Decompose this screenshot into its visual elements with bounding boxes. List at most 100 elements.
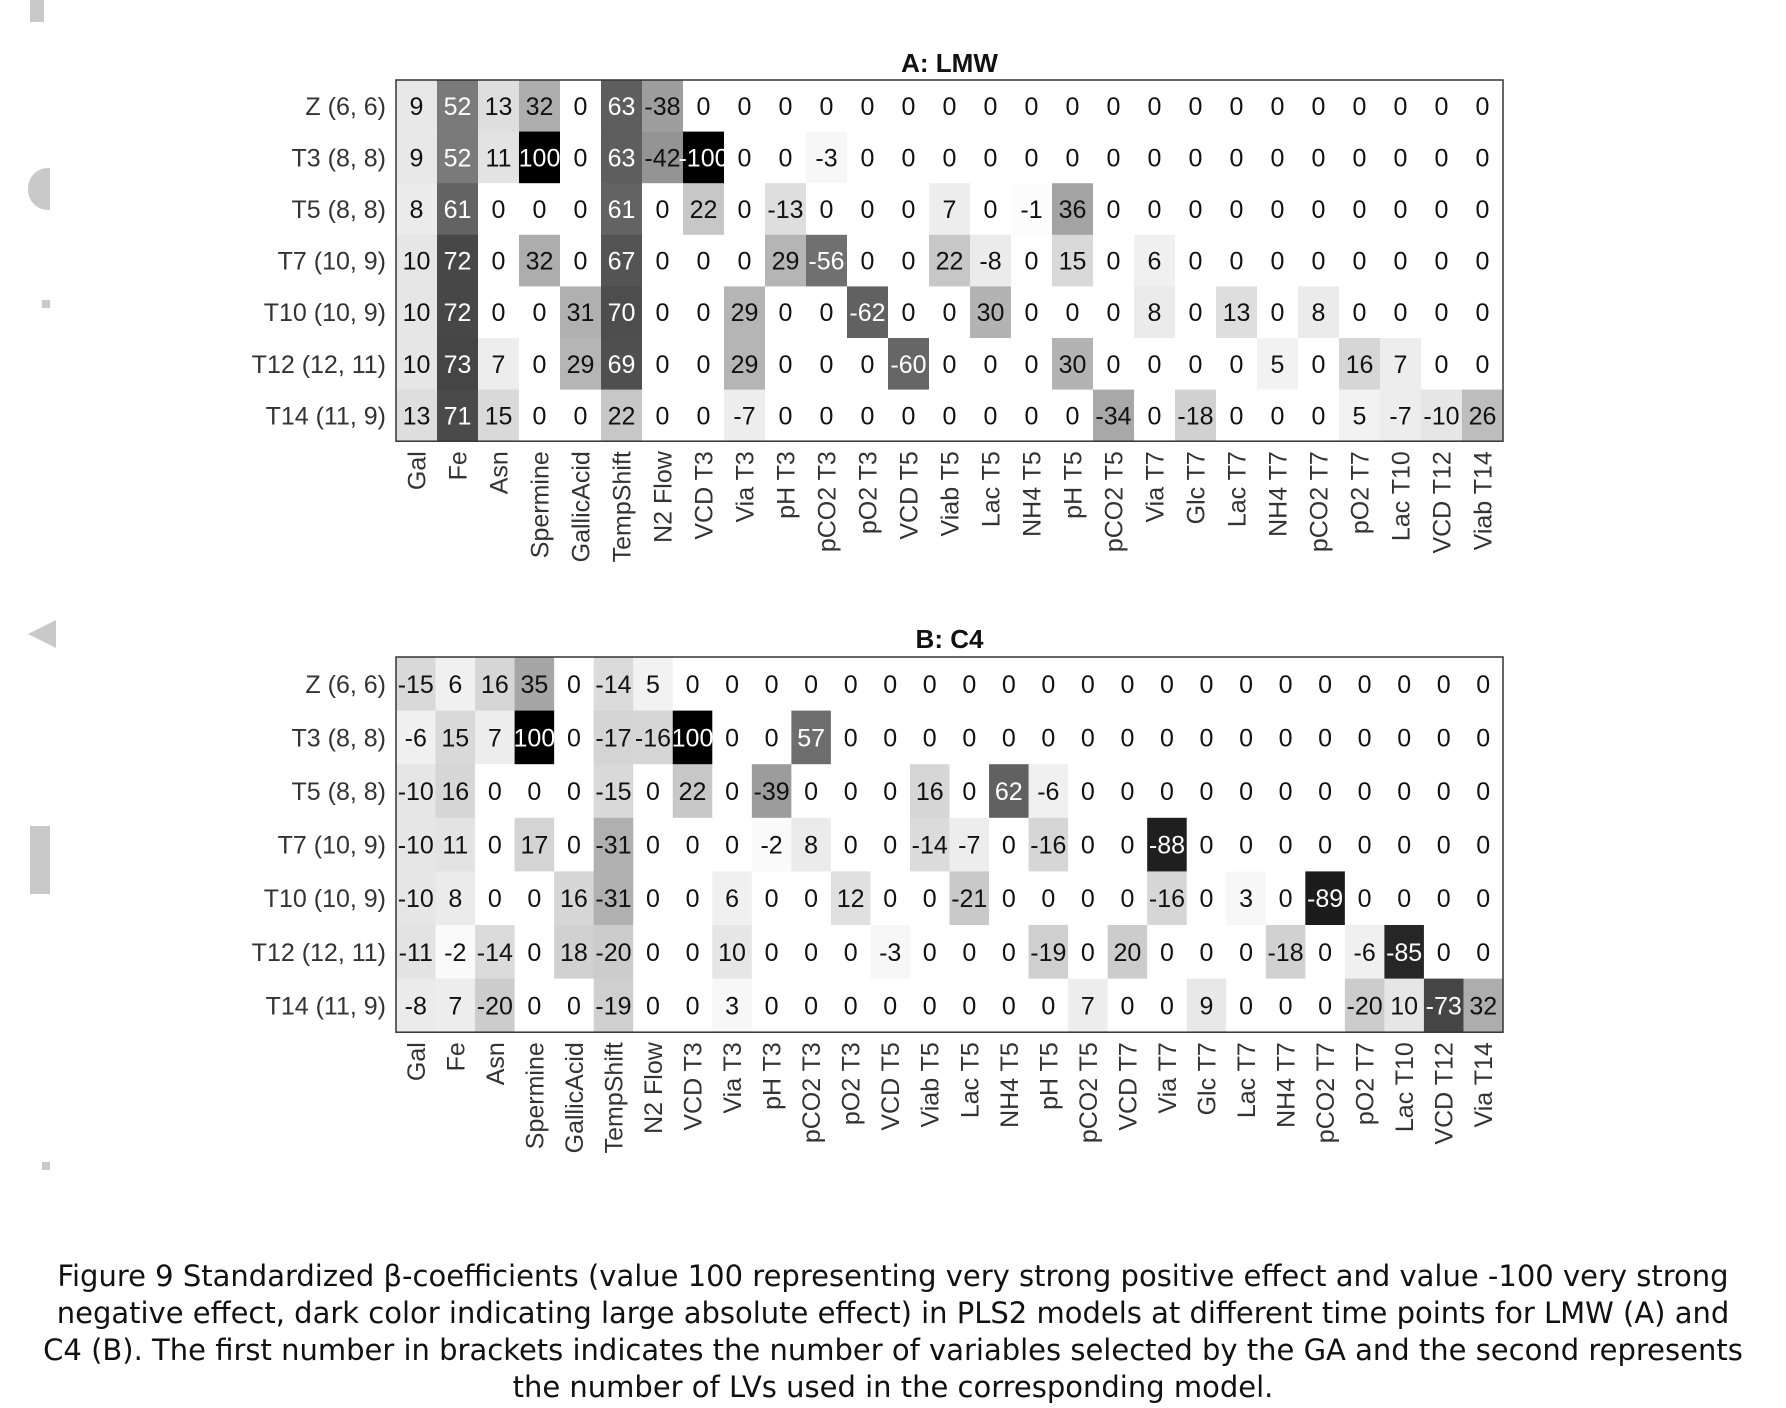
heatmap-cell bbox=[475, 764, 516, 819]
column-label: pO2 T3 bbox=[855, 451, 883, 534]
heatmap-cell bbox=[560, 234, 602, 287]
cell-value-label: 18 bbox=[560, 939, 588, 967]
cell-value-label: 0 bbox=[1230, 248, 1244, 276]
heatmap-cell bbox=[765, 183, 807, 236]
heatmap-cell bbox=[396, 657, 437, 712]
cell-value-label: 0 bbox=[1148, 351, 1162, 379]
cell-value-label: 0 bbox=[1476, 724, 1490, 752]
heatmap-cell bbox=[1423, 925, 1464, 980]
cell-value-label: 0 bbox=[1312, 144, 1326, 172]
column-label: VCD T12 bbox=[1431, 1042, 1459, 1144]
heatmap-cell bbox=[683, 234, 725, 287]
heatmap-cell bbox=[1265, 657, 1306, 712]
cell-value-label: 0 bbox=[923, 992, 937, 1020]
heatmap-cell bbox=[683, 131, 725, 184]
figure-caption: Figure 9 Standardized β-coefficients (va… bbox=[40, 1258, 1746, 1406]
heatmap-cell bbox=[475, 925, 516, 980]
cell-value-label: 0 bbox=[646, 939, 660, 967]
cell-value-label: -10 bbox=[1423, 402, 1459, 430]
heatmap-cell bbox=[475, 871, 516, 926]
heatmap-cell bbox=[1052, 183, 1094, 236]
cell-value-label: 0 bbox=[1476, 671, 1490, 699]
cell-value-label: 10 bbox=[718, 939, 746, 967]
heatmap-cell bbox=[929, 389, 971, 442]
cell-value-label: 0 bbox=[1318, 724, 1332, 752]
cell-value-label: 0 bbox=[1189, 299, 1203, 327]
heatmap-cell bbox=[1147, 817, 1188, 872]
cell-value-label: 0 bbox=[779, 351, 793, 379]
cell-value-label: 0 bbox=[962, 671, 976, 699]
heatmap-cell bbox=[560, 338, 602, 391]
heatmap-cell bbox=[1052, 389, 1094, 442]
column-label: pCO2 T3 bbox=[814, 451, 842, 552]
cell-value-label: 0 bbox=[1312, 402, 1326, 430]
column-label: Gal bbox=[403, 1042, 431, 1081]
heatmap-cell bbox=[1216, 80, 1258, 133]
cell-value-label: 0 bbox=[492, 299, 506, 327]
heatmap-cell bbox=[712, 817, 753, 872]
heatmap-cell bbox=[929, 234, 971, 287]
cell-value-label: 0 bbox=[533, 351, 547, 379]
column-label: GallicAcid bbox=[568, 451, 596, 562]
heatmap-cell bbox=[554, 657, 595, 712]
cell-value-label: 0 bbox=[1318, 939, 1332, 967]
cell-value-label: -7 bbox=[1389, 402, 1411, 430]
heatmap-cell bbox=[1463, 764, 1504, 819]
cell-value-label: -62 bbox=[849, 299, 885, 327]
cell-value-label: 0 bbox=[861, 248, 875, 276]
cell-value-label: 0 bbox=[1081, 832, 1095, 860]
heatmap-cell bbox=[1463, 871, 1504, 926]
cell-value-label: 0 bbox=[1437, 671, 1451, 699]
column-label: Viab T5 bbox=[937, 451, 965, 536]
heatmap-cell bbox=[806, 80, 848, 133]
heatmap-cell bbox=[1380, 338, 1422, 391]
column-label: N2 Flow bbox=[640, 1041, 668, 1134]
cell-value-label: -85 bbox=[1386, 939, 1422, 967]
cell-value-label: 0 bbox=[697, 248, 711, 276]
cell-value-label: 0 bbox=[1435, 93, 1449, 121]
cell-value-label: 0 bbox=[1271, 248, 1285, 276]
cell-value-label: 8 bbox=[410, 196, 424, 224]
column-label: pCO2 T3 bbox=[798, 1042, 826, 1143]
cell-value-label: 0 bbox=[527, 992, 541, 1020]
cell-value-label: 0 bbox=[533, 299, 547, 327]
cell-value-label: -34 bbox=[1095, 402, 1131, 430]
heatmap-cell bbox=[1093, 286, 1135, 339]
heatmap-cell bbox=[1216, 286, 1258, 339]
cell-value-label: 0 bbox=[1189, 144, 1203, 172]
cell-value-label: 0 bbox=[1025, 351, 1039, 379]
cell-value-label: 15 bbox=[485, 402, 513, 430]
heatmap-cell bbox=[478, 389, 520, 442]
cell-value-label: 0 bbox=[1358, 885, 1372, 913]
column-label: Lac T7 bbox=[1224, 451, 1252, 527]
cell-value-label: 0 bbox=[697, 299, 711, 327]
heatmap-cell bbox=[1175, 389, 1217, 442]
column-label: Viab T5 bbox=[917, 1042, 945, 1127]
cell-value-label: 0 bbox=[962, 724, 976, 752]
cell-value-label: 0 bbox=[1160, 671, 1174, 699]
heatmap-cell bbox=[683, 286, 725, 339]
heatmap-cell bbox=[1052, 234, 1094, 287]
heatmap-cell bbox=[712, 871, 753, 926]
cell-value-label: 30 bbox=[1059, 351, 1087, 379]
cell-value-label: 0 bbox=[883, 992, 897, 1020]
heatmap-cell bbox=[396, 925, 437, 980]
heatmap-cell bbox=[1068, 710, 1109, 765]
heatmap-cell bbox=[683, 338, 725, 391]
heatmap-cell bbox=[751, 978, 792, 1033]
heatmap-cell bbox=[929, 183, 971, 236]
heatmap-cell bbox=[791, 871, 832, 926]
heatmap-cell bbox=[751, 925, 792, 980]
heatmap-cell bbox=[1186, 764, 1227, 819]
heatmap-cell bbox=[642, 234, 684, 287]
cell-value-label: 0 bbox=[1066, 299, 1080, 327]
column-label: pCO2 T5 bbox=[1075, 1042, 1103, 1143]
heatmap-cell bbox=[970, 80, 1012, 133]
cell-value-label: 0 bbox=[1200, 885, 1214, 913]
heatmap-cell bbox=[1093, 338, 1135, 391]
heatmap-cell bbox=[601, 338, 643, 391]
heatmap-cell bbox=[437, 389, 479, 442]
heatmap-cell bbox=[1339, 389, 1381, 442]
scan-mark bbox=[28, 620, 56, 648]
column-label: Spermine bbox=[527, 451, 555, 558]
